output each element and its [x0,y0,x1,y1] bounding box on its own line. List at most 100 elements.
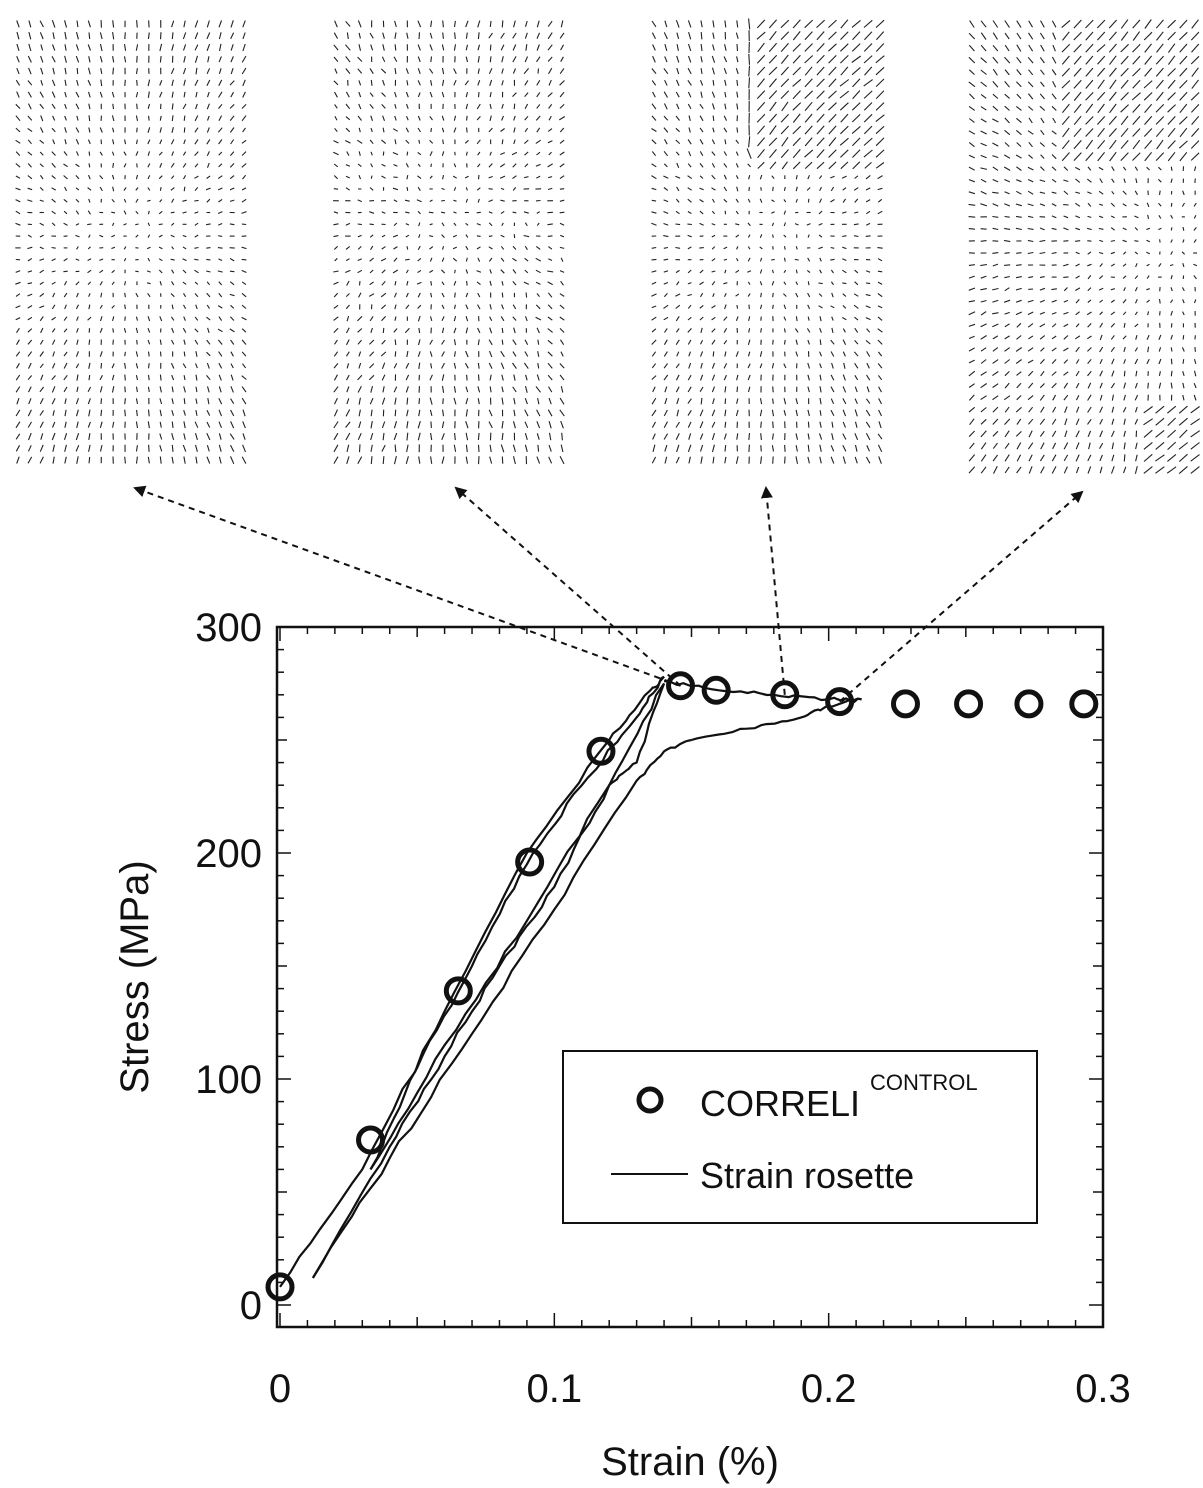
vector-arrow [370,115,374,121]
vector-arrow [781,136,789,147]
vector-arrow [1087,406,1092,413]
vector-arrow [453,351,456,357]
vector-arrow [357,234,362,238]
vector-arrow [393,328,398,333]
vector-arrow [242,433,246,440]
vector-arrow [841,175,847,179]
vector-arrow [664,444,668,452]
vector-arrow [524,139,529,145]
vector-arrow [818,282,823,285]
vector-arrow [1146,358,1150,365]
vector-arrow [64,398,67,405]
vector-arrow [1039,179,1046,183]
vector-arrow [1170,323,1173,328]
vector-arrow [1178,465,1188,475]
vector-arrow [1004,93,1010,99]
vector-arrow [866,351,871,357]
vector-arrow [851,102,861,111]
vector-arrow [818,293,823,297]
vector-arrow [840,125,849,135]
vector-arrow [1016,264,1022,266]
axis-ticks [277,626,1104,1327]
vector-arrow [1028,370,1034,377]
vector-arrow [405,362,410,369]
vector-arrow [1167,68,1176,77]
vector-arrow [230,409,235,417]
vector-arrow [75,304,79,310]
vector-arrow [1027,311,1034,316]
vector-arrow [229,433,235,440]
vector-arrow [500,32,505,39]
vector-arrow [441,211,446,214]
vector-arrow [159,115,162,121]
vector-arrow [1063,190,1069,195]
vector-arrow [465,234,469,238]
vector-arrow [418,456,421,464]
vector-arrow [1004,227,1011,230]
vector-arrow [980,275,987,279]
vector-arrow [664,139,668,145]
vector-arrow [405,211,410,214]
vector-arrow [700,456,703,464]
vector-arrow [724,351,727,357]
vector-arrow [1182,226,1185,231]
vector-arrow [854,269,859,274]
vector-arrow [1061,139,1070,150]
vector-arrow [1073,31,1082,41]
vector-arrow [358,362,362,369]
vector-arrow [39,281,44,285]
correli-point [1069,689,1099,719]
vector-arrow [875,78,885,87]
vector-arrow [663,246,669,249]
vector-arrow [477,68,480,74]
vector-arrow [15,103,21,109]
vector-arrow [15,222,21,226]
vector-arrow [511,151,518,156]
vector-arrow [477,174,480,180]
vector-arrow [394,304,397,310]
vector-arrow [464,362,469,369]
vector-arrow [1099,263,1103,268]
vector-arrow [1028,44,1034,52]
vector-arrow [16,397,20,405]
vector-arrow [218,351,223,357]
vector-arrow [866,222,871,226]
vector-arrow [830,175,835,179]
vector-arrow [369,281,374,286]
vector-arrow [124,456,126,464]
vector-arrow [1051,166,1057,171]
vector-arrow [27,293,33,297]
vector-arrow [980,299,987,303]
vector-arrow [51,362,56,369]
vector-arrow [39,351,44,357]
vector-arrow [75,187,80,191]
vector-arrow [559,199,565,202]
vector-arrow [230,339,235,345]
vector-arrow [819,269,822,274]
vector-arrow [1178,140,1188,149]
vector-arrow [525,44,528,51]
vector-arrow [1190,430,1201,438]
vector-arrow [241,304,247,309]
vector-arrow [1120,31,1129,41]
vector-arrow [818,433,823,440]
vector-arrow [1027,215,1034,219]
vector-arrow [99,258,104,261]
vector-arrow [453,222,457,226]
vector-arrow [418,409,421,417]
vector-arrow [1190,92,1200,101]
vector-arrow [675,293,681,297]
vector-arrow [795,445,798,452]
vector-arrow [64,186,67,192]
vector-arrow [369,316,374,322]
vector-arrow [1111,394,1115,401]
vector-arrow [816,90,825,99]
vector-arrow [217,211,223,215]
vector-arrow [1015,105,1022,111]
vector-arrow [111,211,116,214]
vector-arrow [843,362,846,369]
vector-arrow [453,304,456,310]
vector-arrow [537,397,540,405]
vector-arrow [1063,299,1069,303]
vector-arrow [1120,115,1129,126]
